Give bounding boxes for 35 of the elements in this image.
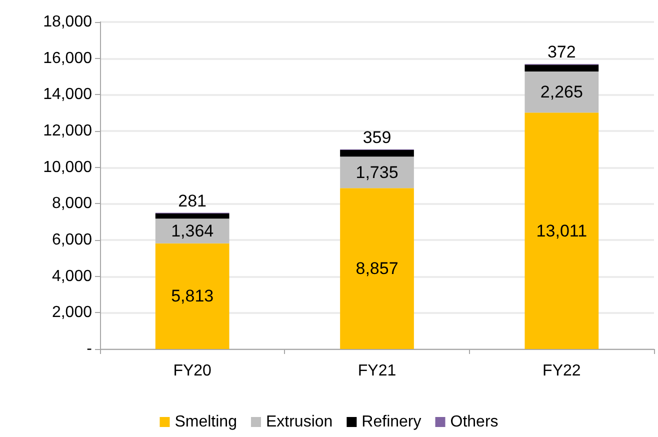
y-tick-label: 8,000: [52, 195, 92, 212]
legend-label: Smelting: [174, 414, 237, 430]
data-label: 1,735: [356, 162, 398, 182]
x-tick-label: FY22: [542, 362, 581, 380]
y-tick-label: -: [86, 340, 92, 358]
bar: [155, 243, 230, 349]
bar: [340, 156, 414, 188]
legend-label: Extrusion: [266, 414, 333, 430]
bar: [340, 150, 414, 157]
y-tick-label: 2,000: [52, 304, 92, 322]
data-label: 372: [547, 42, 576, 62]
y-tick-label: 6,000: [52, 232, 92, 248]
bar: [155, 214, 230, 219]
data-label: 359: [362, 128, 392, 148]
y-tick-label: 18,000: [43, 14, 92, 30]
bar: [524, 112, 599, 349]
data-label: 5,813: [171, 286, 214, 306]
legend-label: Others: [450, 414, 498, 430]
data-label: 2,265: [540, 82, 583, 102]
legend-label: Refinery: [362, 414, 422, 430]
x-tick-label: FY21: [358, 362, 396, 380]
y-tick-label: 4,000: [52, 268, 92, 285]
data-label: 281: [178, 192, 207, 211]
data-label: 13,011: [536, 221, 588, 240]
data-label: 8,857: [356, 259, 398, 278]
y-tick-label: 16,000: [43, 50, 92, 67]
bar: [524, 71, 599, 113]
bar: [340, 188, 414, 349]
y-tick-label: 14,000: [43, 86, 92, 104]
bar: [155, 218, 230, 244]
x-tick-label: FY20: [173, 362, 212, 380]
data-label: 1,364: [171, 222, 214, 241]
bar: [524, 64, 599, 72]
y-tick-label: 10,000: [43, 158, 92, 176]
y-tick-label: 12,000: [43, 122, 92, 140]
